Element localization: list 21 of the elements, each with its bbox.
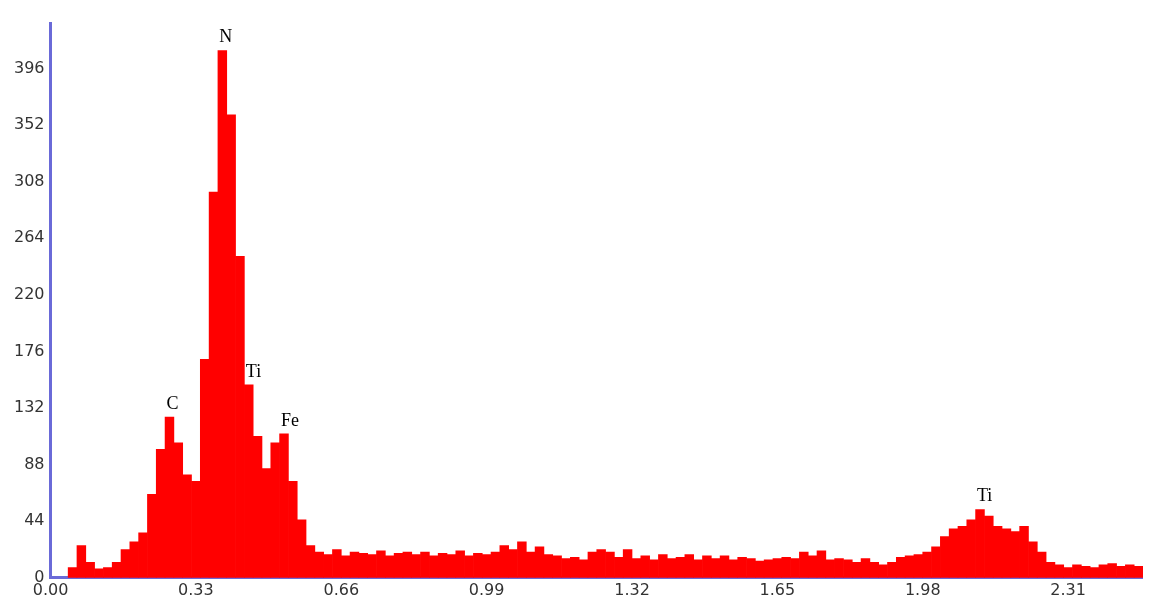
y-tick-label: 396	[13, 57, 45, 77]
x-tick-label: 0.99	[468, 579, 505, 599]
annotation: C	[166, 392, 179, 413]
y-tick-label: 44	[24, 510, 45, 530]
annotation: N	[219, 26, 233, 47]
annotation: Fe	[281, 409, 300, 430]
y-tick-label: 176	[13, 340, 45, 360]
x-tick-label: 1.98	[904, 579, 941, 599]
y-tick-label: 264	[13, 227, 45, 247]
y-tick-label: 220	[13, 284, 45, 304]
x-tick-label: 1.65	[759, 579, 796, 599]
y-tick-label: 352	[13, 114, 45, 134]
annotation: Ti	[977, 485, 993, 506]
x-tick-label: 1.32	[614, 579, 650, 599]
y-tick-label: 132	[13, 397, 45, 417]
y-tick-label: 88	[24, 453, 45, 473]
y-tick-label: 308	[13, 170, 45, 190]
x-tick-label: 0.33	[178, 579, 214, 599]
annotation: Ti	[245, 360, 262, 381]
x-tick-label: 2.31	[1050, 579, 1086, 599]
x-tick-label: 0.66	[323, 579, 360, 599]
